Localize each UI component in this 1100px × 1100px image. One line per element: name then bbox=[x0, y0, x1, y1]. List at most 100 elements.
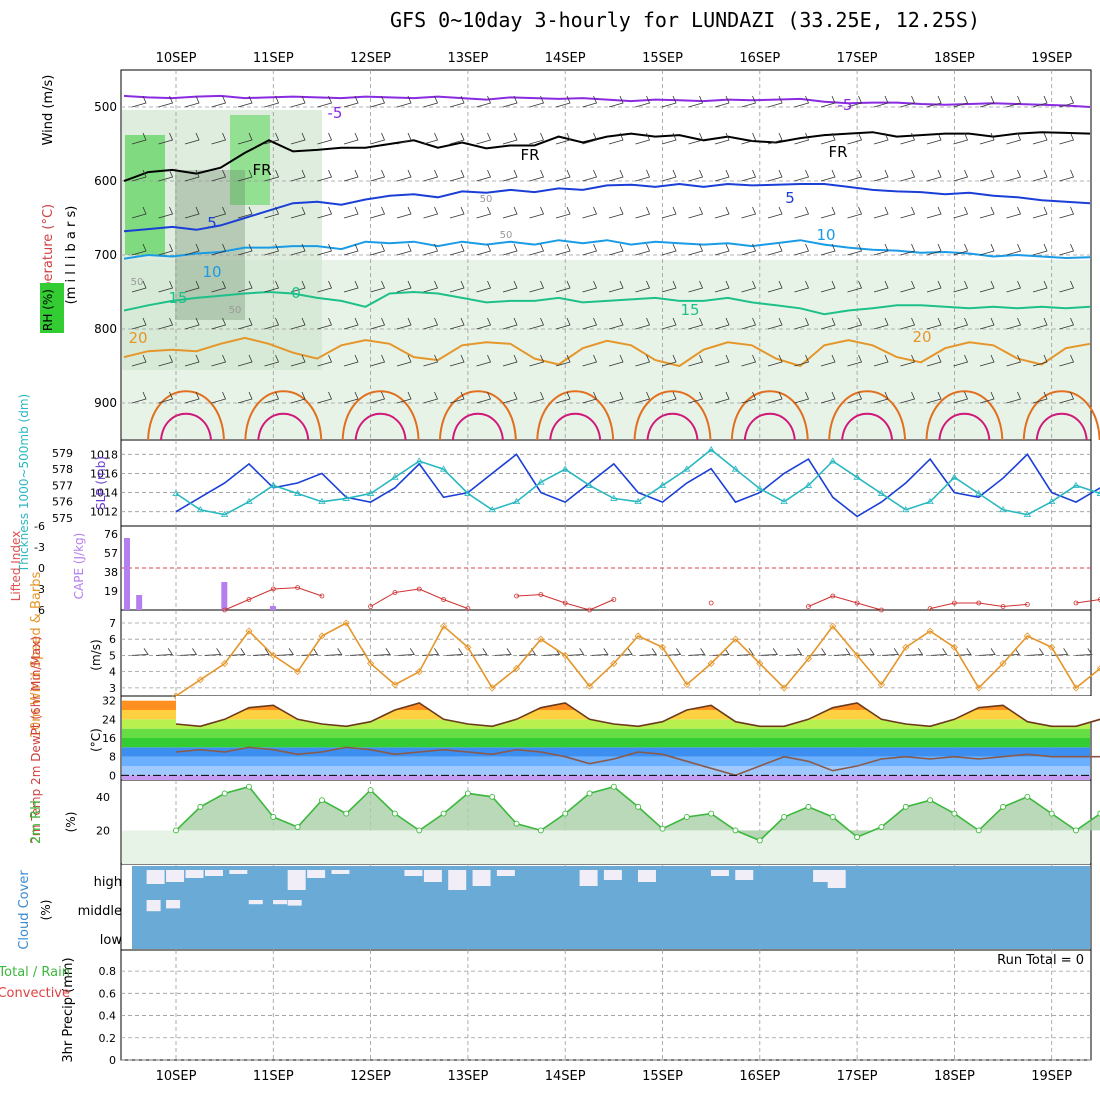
upper-wind-barb bbox=[264, 280, 280, 293]
contour-label-4: FR bbox=[828, 143, 847, 161]
wind10m-point bbox=[926, 627, 934, 635]
cape-tick-38: 38 bbox=[104, 566, 118, 579]
upper-wind-barb bbox=[555, 169, 571, 182]
upper-wind-barb bbox=[529, 95, 545, 108]
isotherm-20-bump bbox=[730, 390, 809, 441]
upper-wind-barb bbox=[820, 169, 836, 182]
upper-wind-barb bbox=[847, 243, 863, 256]
upper-wind-barb bbox=[1032, 169, 1048, 182]
upper-wind-barb bbox=[661, 95, 677, 108]
upper-wind-barb bbox=[953, 391, 969, 404]
precip-tick-0.8: 0.8 bbox=[99, 965, 117, 978]
upper-wind-barb bbox=[237, 317, 253, 330]
upper-wind-barb bbox=[211, 243, 227, 256]
wind10m-point bbox=[975, 684, 983, 692]
li-point bbox=[465, 606, 471, 611]
upper-wind-barb bbox=[1059, 354, 1075, 367]
upper-wind-barb bbox=[211, 391, 227, 404]
upper-wind-barb bbox=[582, 354, 598, 367]
contour-label-2: FR bbox=[252, 161, 271, 179]
thickness-point bbox=[780, 497, 788, 505]
upper-wind-barb bbox=[476, 169, 492, 182]
upper-wind-barb bbox=[820, 95, 836, 108]
wind10m-barb bbox=[131, 648, 149, 656]
upper-wind-barb bbox=[741, 280, 757, 293]
wind10m-point bbox=[877, 681, 885, 689]
upper-wind-barb bbox=[953, 132, 969, 145]
upper-wind-barb bbox=[131, 206, 147, 219]
upper-wind-barb bbox=[476, 317, 492, 330]
upper-wind-barb bbox=[926, 280, 942, 293]
precip-tick-0.2: 0.2 bbox=[99, 1032, 117, 1045]
upper-wind-barb bbox=[1059, 95, 1075, 108]
temp-band bbox=[122, 719, 1090, 729]
upper-wind-barb bbox=[741, 317, 757, 330]
upper-wind-barb bbox=[158, 317, 174, 330]
cloud-high-bar bbox=[185, 870, 204, 878]
upper-wind-barb bbox=[661, 354, 677, 367]
upper-wind-barb bbox=[555, 354, 571, 367]
upper-wind-barb bbox=[767, 95, 783, 108]
upper-wind-barb bbox=[237, 243, 253, 256]
upper-wind-barb bbox=[794, 132, 810, 145]
upper-wind-barb bbox=[688, 391, 704, 404]
upper-ylabel-millibars: (m i l l i b a r s) bbox=[64, 206, 79, 305]
upper-wind-barb bbox=[264, 95, 280, 108]
isotherm-25-bump bbox=[257, 412, 310, 441]
cloud-high-bar bbox=[331, 870, 350, 874]
contour-label-13: 20 bbox=[912, 328, 931, 346]
upper-wind-barb bbox=[608, 354, 624, 367]
upper-wind-barb bbox=[423, 317, 439, 330]
rh2m-point bbox=[391, 810, 398, 817]
slp-label: SLP (mb) bbox=[94, 456, 108, 510]
upper-wind-barb bbox=[502, 280, 518, 293]
thickness-point bbox=[610, 494, 618, 501]
rh-unit: (%) bbox=[64, 812, 78, 833]
chart-title: GFS 0~10day 3-hourly for LUNDAZI (33.25E… bbox=[390, 8, 981, 32]
thickness-point bbox=[902, 505, 910, 513]
top-date-label-17sep: 17SEP bbox=[837, 51, 878, 66]
upper-wind-barb bbox=[317, 317, 333, 330]
temp-label: 2m Temp 2m DewPt (6hr Min/Max) bbox=[29, 636, 43, 844]
wind10m-barb bbox=[857, 648, 875, 656]
thickness-label: Thickness 1000~500mb (dm) bbox=[17, 394, 31, 573]
thickness-point bbox=[853, 473, 861, 480]
upper-wind-barb bbox=[926, 206, 942, 219]
wind10m-point bbox=[610, 659, 618, 668]
upper-wind-barb bbox=[423, 391, 439, 404]
upper-wind-barb bbox=[529, 206, 545, 219]
upper-wind-barb bbox=[582, 243, 598, 256]
bottom-date-label-12sep: 12SEP bbox=[350, 1069, 391, 1084]
upper-wind-barb bbox=[873, 95, 889, 108]
pressure-tick-800: 800 bbox=[94, 322, 117, 336]
temp2m-line bbox=[175, 702, 1100, 728]
upper-wind-barb bbox=[847, 95, 863, 108]
upper-wind-barb bbox=[741, 391, 757, 404]
upper-wind-barb bbox=[608, 132, 624, 145]
rh2m-point bbox=[562, 810, 569, 817]
upper-wind-barb bbox=[900, 169, 916, 182]
wind-label: 10m Wind Speed & Barbs bbox=[29, 572, 44, 739]
wind10m-point bbox=[245, 627, 253, 635]
upper-wind-barb bbox=[264, 354, 280, 367]
upper-wind-barb bbox=[1032, 317, 1048, 330]
rh2m-point bbox=[1024, 793, 1031, 800]
upper-wind-barb bbox=[873, 169, 889, 182]
upper-wind-barb bbox=[1059, 206, 1075, 219]
upper-wind-barb bbox=[290, 354, 306, 367]
upper-wind-barb bbox=[264, 243, 280, 256]
upper-wind-barb bbox=[582, 206, 598, 219]
upper-wind-barb bbox=[290, 132, 306, 145]
upper-wind-barb bbox=[714, 206, 730, 219]
wind10m-barb bbox=[930, 648, 948, 656]
upper-wind-barb bbox=[396, 169, 412, 182]
wind10m-barb bbox=[736, 648, 754, 656]
thickness-point bbox=[804, 481, 813, 488]
wind10m-point bbox=[537, 635, 545, 643]
upper-wind-barb bbox=[396, 391, 412, 404]
wind10m-point bbox=[634, 632, 642, 640]
wind10m-point bbox=[391, 681, 399, 689]
upper-wind-barb bbox=[1059, 391, 1075, 404]
date-axis-labels: 10SEP 10SEP 11SEP 11SEP 12SEP 12SEP 13SEP 13SEP… bbox=[156, 51, 1073, 1084]
wind10m-point bbox=[1023, 632, 1031, 640]
